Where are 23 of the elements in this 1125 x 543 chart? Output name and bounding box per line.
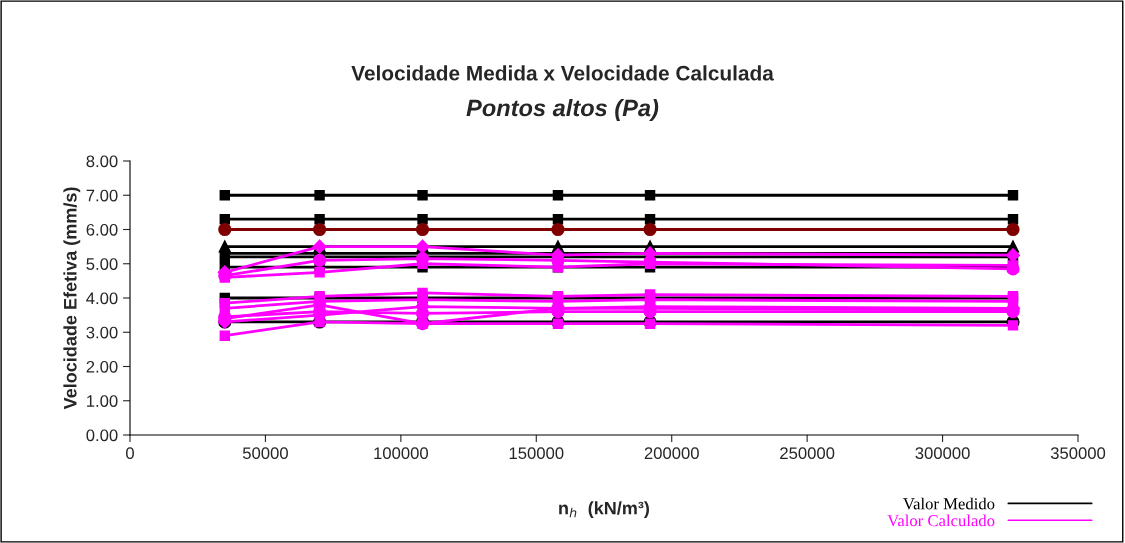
x-tick-label: 350000 [1050, 447, 1106, 460]
chart-subtitle: Pontos altos (Pa) [466, 99, 659, 121]
y-axis-title: Velocidade Efetiva (mm/s) [63, 187, 81, 410]
y-tick-label: 6.00 [86, 223, 118, 236]
x-tick-label: 50000 [242, 447, 288, 460]
x-tick-label: 100000 [374, 447, 429, 460]
x-tick-label: 0 [126, 447, 134, 460]
x-tick-label: 150000 [509, 447, 564, 460]
x-tick-label: 250000 [780, 447, 835, 460]
x-tick-label: 200000 [644, 447, 699, 460]
x-axis-title: n$_{h}$ (kN/m³) [559, 501, 649, 519]
y-tick-label: 7.00 [86, 189, 118, 202]
y-tick-label: 3.00 [86, 326, 118, 339]
y-tick-label: 0.00 [86, 429, 118, 442]
y-tick-label: 1.00 [87, 395, 118, 407]
legend-label: Valor Medido [903, 497, 995, 510]
x-tick-label: 300000 [915, 447, 970, 460]
y-tick-label: 4.00 [86, 292, 118, 305]
legend-label: Valor Calculado [887, 514, 995, 527]
chart-title: Velocidade Medida x Velocidade Calculada [351, 65, 774, 81]
y-tick-label: 5.00 [86, 258, 118, 270]
y-tick-label: 2.00 [86, 360, 118, 373]
y-tick-label: 8.00 [86, 155, 118, 168]
